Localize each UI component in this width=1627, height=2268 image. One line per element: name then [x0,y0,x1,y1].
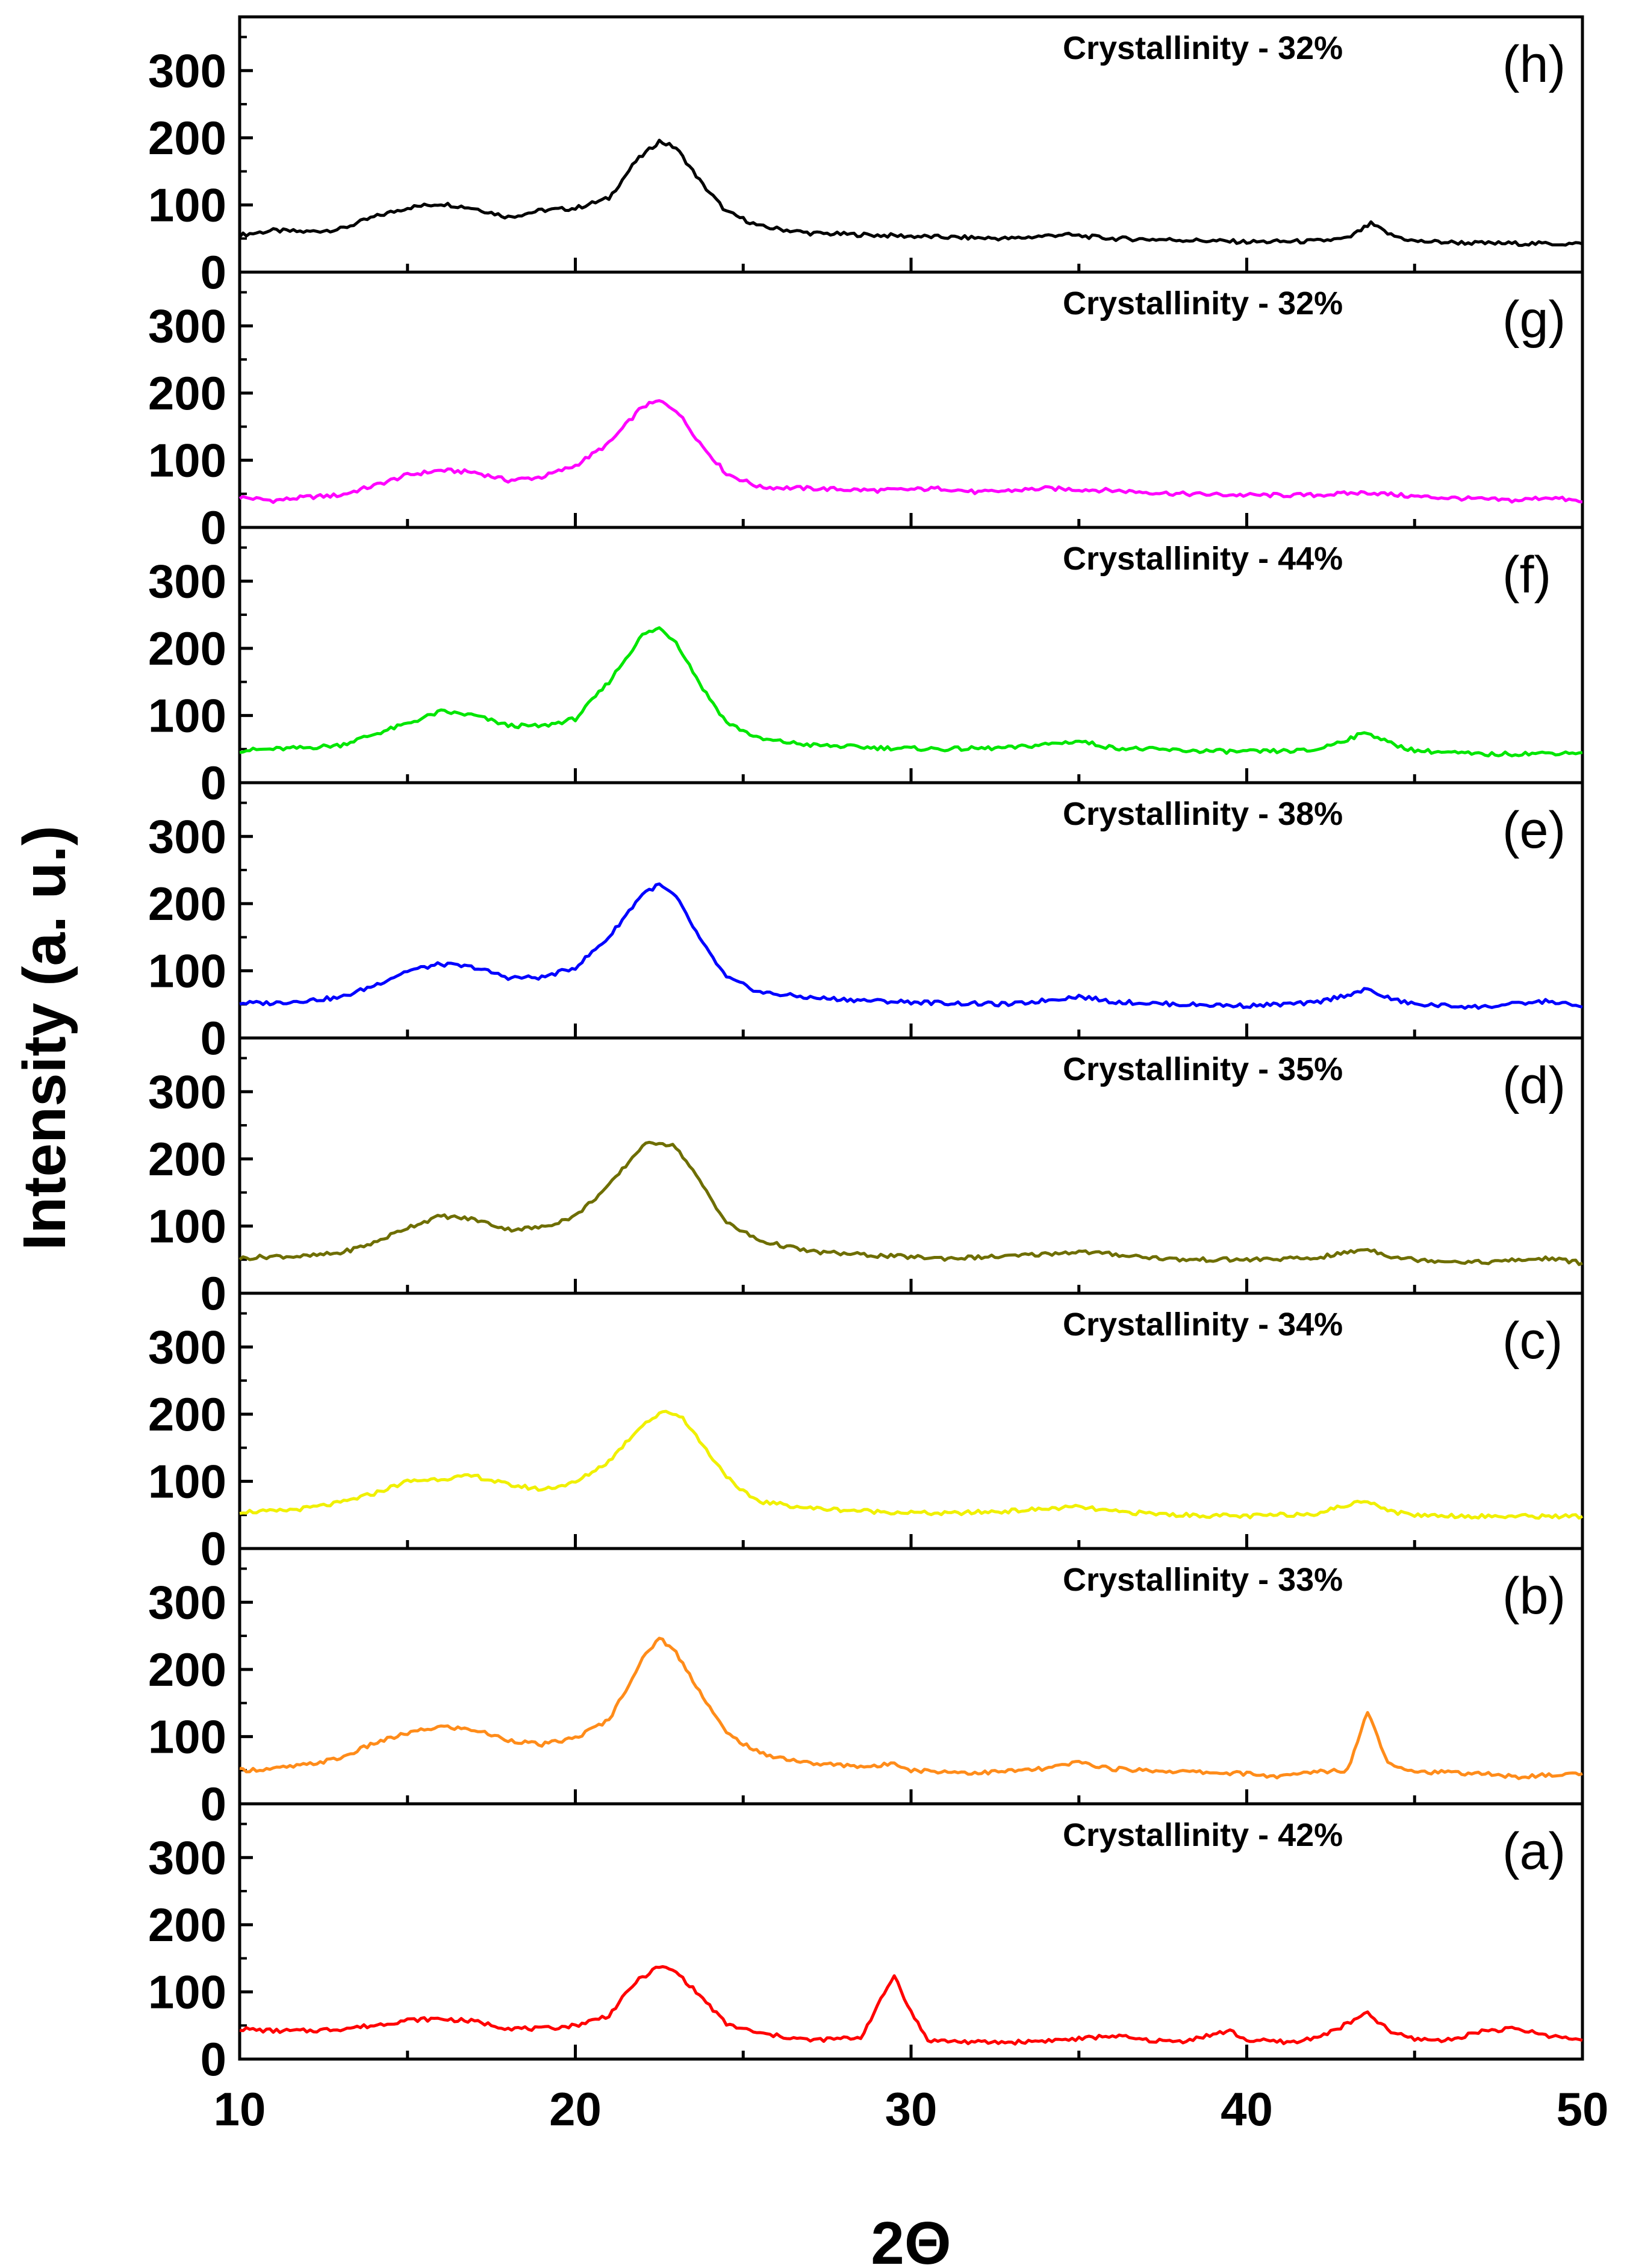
panel-label: (g) [1502,291,1566,349]
y-tick-label: 200 [148,877,226,930]
panel-f: 0 100 200 300 Crystallinity - 44% (f) [148,526,1584,809]
y-tick-label: 0 [201,501,226,554]
y-tick-label: 200 [148,622,226,675]
panel-e: 0 100 200 300 Crystallinity - 38% (e) [148,781,1584,1064]
y-tick-label: 300 [148,1065,226,1118]
y-tick-label: 100 [148,433,226,486]
crystallinity-annotation: Crystallinity - 32% [1063,30,1343,66]
panel-label: (f) [1502,546,1551,604]
y-tick-label: 0 [201,1267,226,1320]
panel-label: (h) [1502,36,1566,93]
panel-g: 0 100 200 300 Crystallinity - 32% (g) [148,270,1584,554]
y-tick-label: 300 [148,44,226,97]
y-tick-label: 0 [201,2033,226,2086]
x-axis-title: 2Θ [871,2210,951,2268]
y-tick-label: 100 [148,1455,226,1508]
y-tick-label: 100 [148,1965,226,2018]
y-tick-label: 100 [148,944,226,997]
series-line-e [239,882,1583,1010]
y-tick-label: 0 [201,1522,226,1575]
y-tick-label: 200 [148,1132,226,1185]
crystallinity-annotation: Crystallinity - 34% [1063,1306,1343,1343]
y-axis-title: Intensity (a. u.) [11,825,78,1251]
y-tick-label: 100 [148,1710,226,1763]
y-tick-label: 300 [148,1831,226,1884]
panel-label: (e) [1502,801,1566,859]
x-tick-label: 10 [214,2083,266,2136]
x-tick-label: 30 [885,2083,938,2136]
y-tick-label: 0 [201,1777,226,1830]
crystallinity-annotation: Crystallinity - 33% [1063,1562,1343,1598]
crystallinity-annotation: Crystallinity - 38% [1063,796,1343,832]
panel-label: (d) [1502,1057,1566,1114]
panel-label: (a) [1502,1822,1566,1880]
series-line-h [238,138,1583,247]
panel-c: 0 100 200 300 Crystallinity - 34% (c) [148,1291,1584,1575]
series-line-a [239,1965,1583,2046]
crystallinity-annotation: Crystallinity - 44% [1063,541,1343,577]
series-line-f [239,626,1583,757]
crystallinity-annotation: Crystallinity - 32% [1063,285,1343,322]
y-tick-label: 300 [148,1320,226,1373]
crystallinity-annotation: Crystallinity - 42% [1063,1817,1343,1853]
panel-a: 0 100 200 300 Crystallinity - 42% (a) [148,1802,1584,2086]
y-tick-label: 200 [148,111,226,164]
y-tick-label: 200 [148,1898,226,1951]
panel-label: (b) [1502,1567,1566,1625]
series-line-g [238,399,1583,505]
y-tick-label: 100 [148,178,226,231]
y-tick-label: 200 [148,367,226,420]
y-tick-label: 300 [148,810,226,863]
panel-b: 0 100 200 300 Crystallinity - 33% (b) [148,1547,1584,1830]
panel-label: (c) [1502,1312,1563,1370]
y-tick-label: 100 [148,689,226,742]
x-tick-label: 20 [549,2083,602,2136]
x-tick-label: 40 [1221,2083,1273,2136]
y-tick-label: 300 [148,555,226,607]
y-tick-label: 200 [148,1388,226,1441]
y-tick-label: 0 [201,756,226,809]
series-line-c [239,1409,1584,1520]
y-tick-label: 100 [148,1199,226,1252]
crystallinity-annotation: Crystallinity - 35% [1063,1051,1343,1087]
series-line-d [238,1140,1584,1266]
y-tick-label: 300 [148,299,226,352]
y-tick-label: 200 [148,1643,226,1696]
y-tick-label: 0 [201,1011,226,1064]
x-tick-label: 50 [1557,2083,1609,2136]
y-tick-label: 300 [148,1576,226,1629]
y-tick-label: 0 [201,246,226,299]
series-line-b [239,1636,1583,1780]
